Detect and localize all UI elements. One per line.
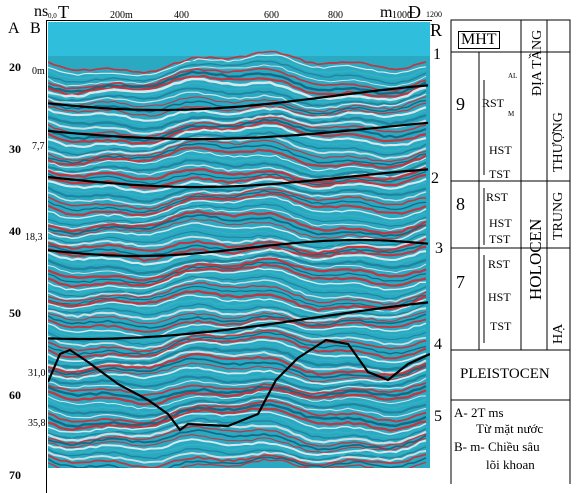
- axis-origin-label: 0,0: [48, 12, 57, 20]
- mht-header: MHT: [458, 31, 500, 49]
- distance-tick: 1200: [426, 10, 442, 19]
- distance-tick: 600: [264, 10, 279, 21]
- pleistocene-label: PLEISTOCEN: [460, 366, 550, 382]
- twt-tick: 40: [9, 224, 21, 238]
- east-label: Đ: [408, 2, 421, 22]
- sequence-number: 8: [456, 194, 465, 214]
- reflector-label: 4: [434, 336, 442, 353]
- tract-hst: HST: [489, 143, 512, 157]
- sub-epoch-ha: HẠ: [551, 323, 566, 344]
- legend-line: B- m- Chiều sâu: [454, 439, 540, 454]
- tract-tst: TST: [489, 232, 511, 246]
- axis-label-a: A: [8, 20, 20, 37]
- tract-hst: HST: [488, 290, 511, 304]
- reflector-label: 3: [435, 240, 443, 257]
- dia-tang-header: ĐỊA TẦNG: [530, 29, 545, 96]
- distance-tick: 1000: [392, 10, 412, 21]
- depth-label: 31,0: [28, 368, 46, 379]
- epoch-holocen: HOLOCEN: [526, 218, 545, 300]
- twt-tick: 20: [9, 60, 21, 74]
- meter-unit-label: m: [380, 4, 393, 21]
- tract-rst: RST: [486, 190, 509, 204]
- twt-tick: 50: [9, 306, 21, 320]
- reflector-label: 1: [433, 46, 441, 63]
- tract-rst: RST: [482, 96, 505, 110]
- legend-line: A- 2T ms: [454, 405, 504, 420]
- twt-tick: 70: [9, 468, 21, 482]
- tract-tst: TST: [489, 167, 511, 181]
- distance-tick: 200m: [110, 10, 133, 21]
- tract-al: AL: [508, 72, 518, 80]
- depth-label: 7,7: [32, 141, 45, 152]
- sequence-number: 7: [456, 272, 465, 292]
- left-axis-line: [46, 20, 47, 493]
- tract-tst: TST: [490, 319, 512, 333]
- tract-m: M: [508, 110, 515, 118]
- tract-hst: HST: [489, 216, 512, 230]
- sub-epoch-thuong: THƯỢNG: [551, 112, 566, 172]
- sub-epoch-trung: TRUNG: [551, 191, 566, 240]
- twt-tick: 30: [9, 142, 21, 156]
- depth-label: 35,8: [28, 418, 46, 429]
- top-axis-line: [46, 20, 432, 21]
- twt-tick: 60: [9, 388, 21, 402]
- reflector-label: 2: [431, 170, 439, 187]
- tract-rst: RST: [488, 257, 511, 271]
- legend-line: Từ mặt nước: [476, 421, 544, 436]
- axis-label-b: B: [30, 20, 41, 37]
- distance-tick: 800: [328, 10, 343, 21]
- reflector-label: 5: [434, 408, 442, 425]
- reflector-header-r: R: [430, 20, 443, 40]
- axis-label-ns: ns: [34, 3, 49, 20]
- legend-line: lõi khoan: [486, 457, 535, 472]
- west-label: T: [58, 2, 69, 22]
- sequence-number: 9: [456, 94, 465, 114]
- seismic-profile-image: [48, 22, 430, 468]
- depth-label: 18,3: [25, 232, 43, 243]
- depth-label: 0m: [32, 66, 45, 77]
- distance-tick: 400: [174, 10, 189, 21]
